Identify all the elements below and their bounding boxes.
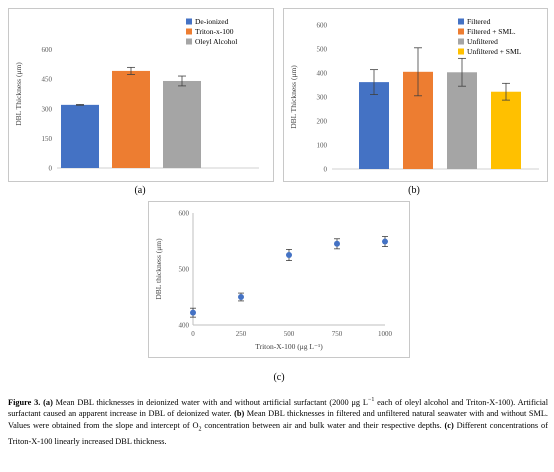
x-tick-label: 750 [332,330,343,338]
caption-text-1: Mean DBL thicknesses in deionized water … [52,397,368,407]
y-tick-label: 400 [179,322,190,330]
legend-label: Unfiltered + SML [467,47,522,56]
data-point [334,240,340,247]
bar-chart-a: 0 150 300 450 600 DBL Thickness (μm) De-ionize… [14,17,259,173]
bar [491,91,521,169]
y-tick-label: 200 [317,118,328,126]
y-tick-label: 600 [179,210,190,218]
panel-label-a: (a) [134,185,146,196]
y-tick-label: 300 [317,94,328,102]
caption-text-4: concentration between air and bulk water… [201,420,445,430]
legend-swatch [186,38,192,45]
data-point [286,252,292,258]
chart-panel-a: 0 150 300 450 600 DBL Thickness (μm) De-ionize… [8,8,274,182]
panel-label-b: (b) [408,185,420,196]
figure-caption: Figure 3. (a) Mean DBL thicknesses in de… [8,395,548,448]
legend-swatch [458,48,464,55]
legend-swatch [186,18,192,25]
y-tick-label: 500 [317,46,328,54]
caption-tag-a: (a) [43,397,53,407]
bar [61,104,99,168]
legend-label: Triton-x-100 [195,27,234,36]
chart-panel-b: 0 100 200 300 400 500 600 DBL Thickness (μm) Fil… [283,8,548,182]
y-tick-label: 0 [324,166,328,174]
y-tick-label: 600 [317,22,328,30]
bar-chart-b: 0 100 200 300 400 500 600 DBL Thickness (μm) Fil… [289,17,539,174]
y-axis-label: DBL Thickness (μm) [14,62,23,126]
caption-lead: Figure 3. [8,397,41,407]
legend-label: Filtered + SML. [467,27,516,36]
scatter-chart-c: 400 500 600 0 250 500 750 1000 Triton-X-100 (μg … [154,210,393,352]
y-tick-label: 0 [49,165,53,173]
y-tick-label: 450 [42,76,53,84]
y-tick-label: 500 [179,266,190,274]
y-tick-label: 600 [42,46,53,54]
x-tick-label: 500 [284,330,295,338]
bar [359,82,389,169]
legend-swatch [186,28,192,35]
chart-panel-c: 400 500 600 0 250 500 750 1000 Triton-X-100 (μg … [148,201,410,358]
caption-tag-c: (c) [444,420,454,430]
y-tick-label: 100 [317,142,328,150]
legend-label: Oleyl Alcohol [195,37,237,46]
y-tick-label: 150 [42,135,53,143]
data-point [238,294,244,300]
caption-sup: −1 [367,397,375,403]
y-axis-label: DBL Thickness (μm) [289,65,298,129]
bar [163,80,201,168]
legend-swatch [458,38,464,45]
legend-label: Filtered [467,17,491,26]
caption-text-3: Mean DBL thicknesses in filtered and unf… [8,409,548,430]
x-tick-label: 0 [191,330,195,338]
caption-sub: 2 [198,426,202,433]
x-axis-label: Triton-X-100 (μg L⁻¹) [255,342,323,351]
y-tick-label: 300 [42,105,53,113]
panel-label-c: (c) [273,372,285,383]
y-tick-label: 400 [317,70,328,78]
y-axis-label: DBL thickness (μm) [154,238,163,300]
legend-swatch [458,18,464,25]
data-point [190,309,196,316]
bar [447,72,477,169]
data-point [382,238,388,245]
legend-swatch [458,28,464,35]
x-tick-label: 1000 [378,330,393,338]
x-tick-label: 250 [236,330,247,338]
legend-label: De-ionized [195,17,229,26]
bar [112,70,150,168]
caption-text-2: each of oleyl alcohol and Triton-X-100).… [8,397,548,419]
caption-text-5: Different concentrations of Triton-X-100… [8,420,548,447]
legend-label: Unfiltered [467,37,498,46]
caption-tag-b: (b) [234,409,245,419]
